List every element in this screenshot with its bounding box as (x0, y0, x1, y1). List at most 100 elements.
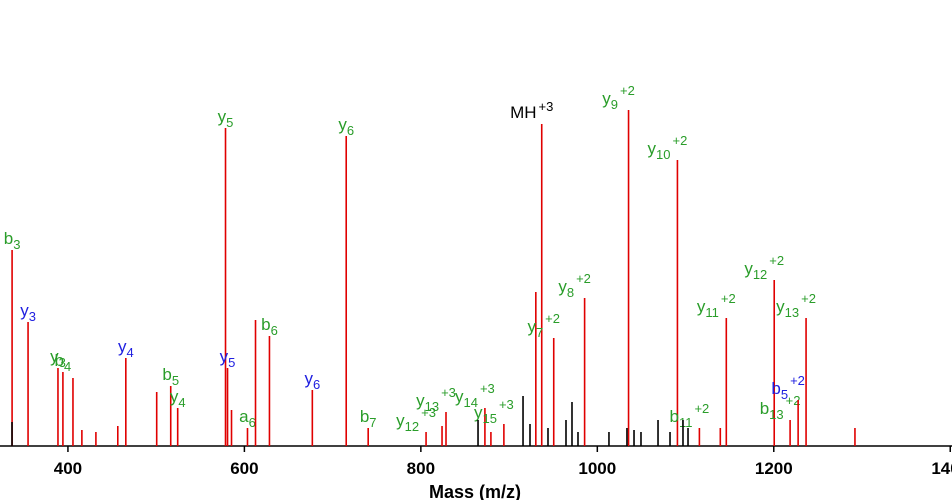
peak-label: y4 (118, 337, 134, 360)
ion-charge: +2 (769, 253, 784, 268)
ion-name: y (697, 297, 706, 316)
ion-index: 4 (178, 395, 185, 410)
ion-charge: +2 (545, 311, 560, 326)
ion-name: b (4, 229, 13, 248)
ion-index: 6 (249, 415, 256, 430)
peak-label: y9+2 (602, 83, 635, 112)
ion-charge: +2 (694, 401, 709, 416)
peak-label: y6 (338, 115, 354, 138)
x-tick-label: 1000 (578, 459, 616, 478)
ion-name: b (360, 407, 369, 426)
peak-label: y13+3 (416, 385, 456, 414)
ion-charge: +2 (721, 291, 736, 306)
x-tick-label: 800 (407, 459, 435, 478)
ion-index: 9 (611, 97, 618, 112)
ion-charge: +2 (672, 133, 687, 148)
peak-label: y15+3 (474, 397, 514, 426)
peak-label: MH +3 (510, 99, 553, 122)
peak-label: y10+2 (648, 133, 688, 162)
ion-name: y (50, 347, 59, 366)
x-tick-label: 1400 (931, 459, 952, 478)
ion-name: b (771, 379, 780, 398)
ion-name: y (396, 411, 405, 430)
peak-label: y11+2 (697, 291, 736, 320)
ion-index: 13 (769, 407, 783, 422)
x-tick-label: 400 (54, 459, 82, 478)
ion-name: y (304, 369, 313, 388)
ion-index: 8 (567, 285, 574, 300)
peak-label: y7+2 (527, 311, 560, 340)
ion-index: 7 (369, 415, 376, 430)
ion-index: 13 (785, 305, 799, 320)
peak-label: b7 (360, 407, 377, 430)
peak-label: b5+2 (771, 373, 805, 402)
x-tick-label: 600 (230, 459, 258, 478)
ion-index: 3 (59, 355, 66, 370)
ion-name: y (20, 301, 29, 320)
peak-label: y8+2 (558, 271, 591, 300)
x-axis-title: Mass (m/z) (429, 482, 521, 500)
ion-name: y (118, 337, 127, 356)
ion-name: a (239, 407, 249, 426)
ion-charge: +2 (620, 83, 635, 98)
ion-name: y (220, 347, 229, 366)
ion-name: b (55, 351, 64, 370)
ion-name: y (558, 277, 567, 296)
ion-name: MH (510, 103, 536, 122)
peak-label: y4 (170, 387, 186, 410)
ion-name: y (455, 387, 464, 406)
ion-index: 3 (29, 309, 36, 324)
ion-index: 13 (425, 399, 439, 414)
peak-label: y12+3 (396, 405, 436, 434)
ion-name: b (669, 407, 678, 426)
ion-index: 4 (126, 345, 133, 360)
ion-charge: +3 (480, 381, 495, 396)
ion-index: 3 (13, 237, 20, 252)
peak-label: b11+2 (669, 401, 709, 430)
ion-charge: +2 (576, 271, 591, 286)
ion-index: 12 (405, 419, 419, 434)
ion-name: y (218, 107, 227, 126)
ion-charge: +2 (801, 291, 816, 306)
ion-index: 7 (536, 325, 543, 340)
ion-index: 15 (482, 411, 496, 426)
ion-name: y (648, 139, 657, 158)
ion-index: 5 (226, 115, 233, 130)
ion-name: b (261, 315, 270, 334)
ion-name: y (527, 317, 536, 336)
ion-name: y (474, 403, 483, 422)
ion-name: b (760, 399, 769, 418)
peak-label: y13+2 (776, 291, 816, 320)
ion-name: b (162, 365, 171, 384)
ion-charge: +3 (421, 405, 436, 420)
ion-index: 11 (705, 305, 719, 320)
ion-charge: +2 (786, 393, 801, 408)
ion-index: 12 (753, 267, 767, 282)
ion-charge: +2 (790, 373, 805, 388)
ion-index: 6 (347, 123, 354, 138)
ion-name: y (416, 391, 425, 410)
peak-label: b6 (261, 315, 278, 338)
peak-label: b4 (55, 351, 72, 374)
ion-index: 5 (172, 373, 179, 388)
ion-charge: +3 (499, 397, 514, 412)
ion-index: 5 (781, 387, 788, 402)
ion-name: y (170, 387, 179, 406)
ion-charge: +3 (539, 99, 554, 114)
peak-label: b5 (162, 365, 179, 388)
ion-charge: +3 (441, 385, 456, 400)
ion-index: 14 (464, 395, 478, 410)
ion-name: y (602, 89, 611, 108)
peak-label: y3 (50, 347, 66, 370)
ion-name: y (776, 297, 785, 316)
ion-name: y (744, 259, 753, 278)
ion-index: 4 (64, 359, 71, 374)
ion-index: 5 (228, 355, 235, 370)
peak-label: y3 (20, 301, 36, 324)
peak-label: y14+3 (455, 381, 495, 410)
peak-label: y6 (304, 369, 320, 392)
peak-label: y5 (218, 107, 234, 130)
ion-index: 6 (313, 377, 320, 392)
x-tick-label: 1200 (755, 459, 793, 478)
